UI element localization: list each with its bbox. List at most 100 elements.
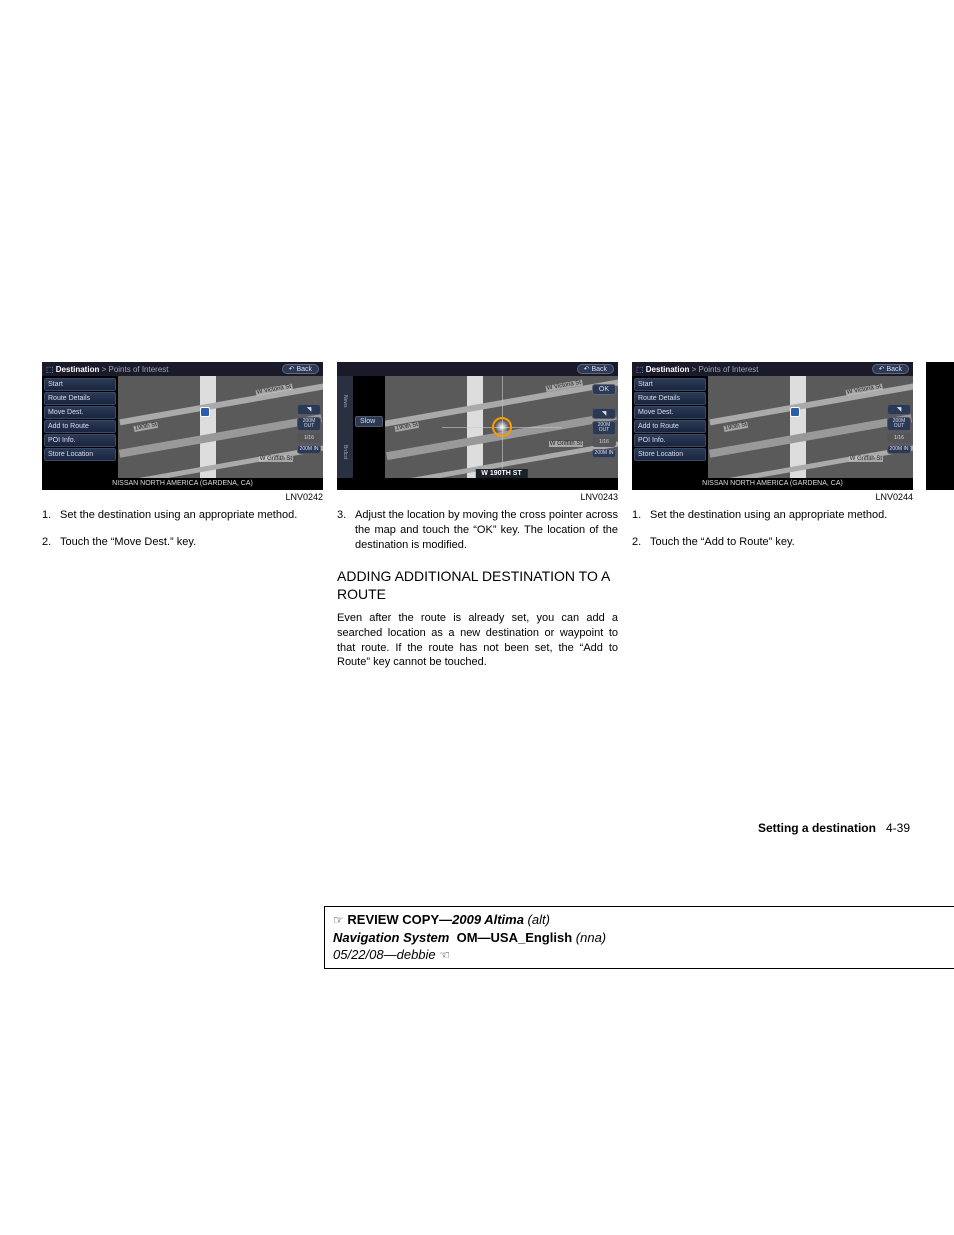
ss3-scale: 1/16 [887, 433, 911, 443]
step-number: 3. [337, 508, 355, 553]
section-paragraph: Even after the route is already set, you… [337, 611, 618, 670]
review-line2a: Navigation System [333, 930, 449, 945]
column-3: ⬚ Destination > Points of Interest ↶ Bac… [632, 362, 913, 670]
compass-icon[interactable]: ◥ [297, 404, 321, 415]
ss1-btn-add-to-route[interactable]: Add to Route [44, 420, 116, 433]
col3-step2: 2. Touch the “Add to Route” key. [632, 535, 913, 550]
side-tab [926, 362, 954, 490]
ss1-btn-store-location[interactable]: Store Location [44, 448, 116, 461]
ss1-back-button[interactable]: ↶ Back [282, 364, 319, 374]
step-number: 2. [632, 535, 650, 550]
ss2-street-bar: W 190TH ST [475, 469, 527, 478]
ss1-road-griffith: W Griffith St [259, 456, 293, 462]
img-label-3: LNV0244 [632, 492, 913, 502]
review-prefix: REVIEW COPY— [347, 912, 452, 927]
ss1-map[interactable]: W Victoria St 190th St W Griffith St ◥ 2… [118, 376, 323, 478]
ss3-sidebar: Start Route Details Move Dest. Add to Ro… [632, 376, 708, 478]
ss1-btn-start[interactable]: Start [44, 378, 116, 391]
ss3-btn-route-details[interactable]: Route Details [634, 392, 706, 405]
ss2-back-label: Back [591, 366, 607, 373]
ss3-btn-add-to-route[interactable]: Add to Route [634, 420, 706, 433]
ss1-road-190th: 190th St [133, 422, 158, 432]
step-text: Adjust the location by moving the cross … [355, 508, 618, 553]
ss1-scale: 1/16 [297, 433, 321, 443]
ss3-footer: NISSAN NORTH AMERICA (GARDENA, CA) [632, 478, 913, 490]
ss1-btn-route-details[interactable]: Route Details [44, 392, 116, 405]
review-alt: (alt) [528, 912, 550, 927]
ss1-bc-prefix: Destination [56, 365, 100, 374]
dest-flag-icon [790, 407, 800, 417]
compass-icon[interactable]: ◥ [592, 408, 616, 419]
ss3-btn-poi-info[interactable]: POI Info. [634, 434, 706, 447]
col1-step2: 2. Touch the “Move Dest.” key. [42, 535, 323, 550]
ss3-bc-prefix: Destination [646, 365, 690, 374]
ss2-map[interactable]: W Victoria St 190th St W Griffith St OK … [385, 376, 618, 478]
ss1-breadcrumb: ⬚ Destination > Points of Interest [46, 365, 169, 374]
ss3-zoom-in[interactable]: 200M IN [887, 445, 911, 454]
ss2-header: ↶ Back [337, 362, 618, 376]
ss3-bc-suffix: Points of Interest [698, 365, 758, 374]
ss1-btn-move-dest[interactable]: Move Dest. [44, 406, 116, 419]
ss2-left-label-2: Brdcst [342, 445, 348, 459]
step-text: Touch the “Move Dest.” key. [60, 535, 323, 550]
content-columns: ⬚ Destination > Points of Interest ↶ Bac… [42, 362, 912, 670]
ss2-zoom-out[interactable]: 200M OUT [592, 421, 616, 435]
ss3-btn-move-dest[interactable]: Move Dest. [634, 406, 706, 419]
ss3-back-button[interactable]: ↶ Back [872, 364, 909, 374]
back-arrow-icon: ↶ [289, 365, 295, 373]
ss3-btn-store-location[interactable]: Store Location [634, 448, 706, 461]
ss2-scale: 1/16 [592, 437, 616, 447]
ss3-road-griffith: W Griffith St [849, 456, 883, 462]
ss3-zoom-out[interactable]: 200M OUT [887, 417, 911, 431]
screenshot-2: ↶ Back News Brdcst Slow W V [337, 362, 618, 490]
ss2-ok-button[interactable]: OK [592, 384, 616, 395]
ss2-back-button[interactable]: ↶ Back [577, 364, 614, 374]
ss2-slow-button[interactable]: Slow [355, 416, 383, 427]
page-section: Setting a destination [758, 821, 876, 835]
compass-icon[interactable]: ◥ [887, 404, 911, 415]
step-number: 2. [42, 535, 60, 550]
hand-point-left-icon: ☜ [439, 947, 450, 963]
col1-step1: 1. Set the destination using an appropri… [42, 508, 323, 523]
ss2-road-griffith: W Griffith St [549, 441, 583, 447]
page-number: 4-39 [886, 821, 910, 835]
step-number: 1. [632, 508, 650, 523]
back-arrow-icon: ↶ [879, 365, 885, 373]
ss3-breadcrumb: ⬚ Destination > Points of Interest [636, 365, 759, 374]
ss3-road-190th: 190th St [723, 422, 748, 432]
screenshot-3: ⬚ Destination > Points of Interest ↶ Bac… [632, 362, 913, 490]
back-arrow-icon: ↶ [584, 365, 590, 373]
ss2-left-label-1: News [342, 395, 348, 408]
section-heading: ADDING ADDITIONAL DESTINATION TO A ROUTE [337, 567, 618, 603]
destination-circle-icon [492, 417, 512, 437]
review-line2b-text: OM—USA_English [457, 930, 573, 945]
ss1-zoom-out[interactable]: 200M OUT [297, 417, 321, 431]
step-text: Set the destination using an appropriate… [60, 508, 323, 523]
ss1-btn-poi-info[interactable]: POI Info. [44, 434, 116, 447]
hand-point-right-icon: ☞ [333, 912, 344, 928]
img-label-1: LNV0242 [42, 492, 323, 502]
ss1-bc-suffix: Points of Interest [108, 365, 168, 374]
ss3-btn-start[interactable]: Start [634, 378, 706, 391]
ss1-header: ⬚ Destination > Points of Interest ↶ Bac… [42, 362, 323, 376]
dest-flag-icon [200, 407, 210, 417]
ss1-footer: NISSAN NORTH AMERICA (GARDENA, CA) [42, 478, 323, 490]
ss2-leftbar: News Brdcst [337, 376, 353, 478]
ss1-sidebar: Start Route Details Move Dest. Add to Ro… [42, 376, 118, 478]
step-text: Touch the “Add to Route” key. [650, 535, 913, 550]
review-copy-box: ☞ REVIEW COPY—2009 Altima (alt) Navigati… [324, 906, 954, 969]
step-text: Set the destination using an appropriate… [650, 508, 913, 523]
review-nna: (nna) [576, 930, 606, 945]
page-footer: Setting a destination 4-39 [758, 821, 910, 835]
column-2: ↶ Back News Brdcst Slow W V [337, 362, 618, 670]
img-label-2: LNV0243 [337, 492, 618, 502]
col2-step3: 3. Adjust the location by moving the cro… [337, 508, 618, 553]
screenshot-1: ⬚ Destination > Points of Interest ↶ Bac… [42, 362, 323, 490]
ss3-back-label: Back [886, 366, 902, 373]
ss1-zoom-in[interactable]: 200M IN [297, 445, 321, 454]
review-line3: 05/22/08—debbie [333, 947, 436, 962]
col3-step1: 1. Set the destination using an appropri… [632, 508, 913, 523]
ss1-back-label: Back [296, 366, 312, 373]
ss3-map[interactable]: W Victoria St 190th St W Griffith St ◥ 2… [708, 376, 913, 478]
ss2-zoom-in[interactable]: 200M IN [592, 449, 616, 458]
